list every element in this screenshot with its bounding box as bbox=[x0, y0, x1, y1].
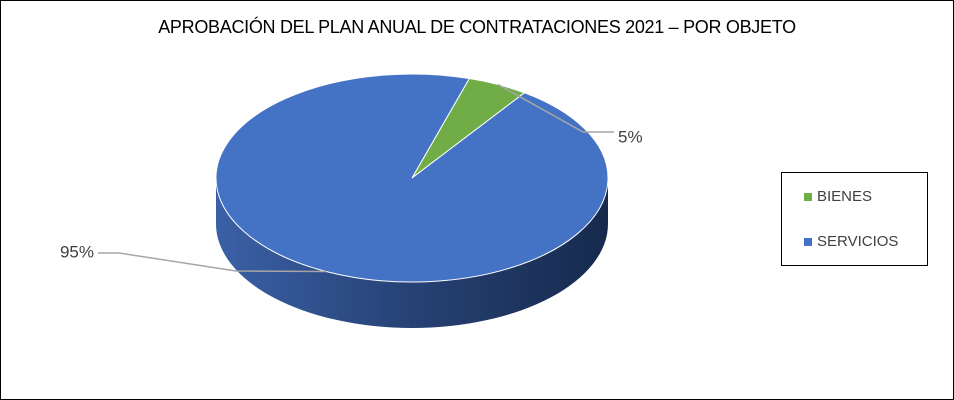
pie-slice-servicios bbox=[215, 73, 609, 283]
pie-side-wall bbox=[216, 178, 608, 328]
legend-item-servicios: SERVICIOS bbox=[804, 233, 898, 250]
legend: BIENES SERVICIOS bbox=[781, 172, 928, 266]
legend-swatch-servicios bbox=[804, 237, 812, 246]
chart-title: APROBACIÓN DEL PLAN ANUAL DE CONTRATACIO… bbox=[158, 17, 796, 37]
data-label-bienes: 5% bbox=[618, 127, 643, 146]
legend-label-bienes: BIENES bbox=[817, 188, 873, 205]
legend-swatch-bienes bbox=[804, 192, 812, 201]
leader-line-servicios bbox=[98, 252, 327, 273]
legend-label-servicios: SERVICIOS bbox=[817, 233, 899, 250]
legend-item-bienes: BIENES bbox=[804, 188, 872, 205]
leader-line-bienes bbox=[497, 83, 614, 133]
data-label-servicios: 95% bbox=[60, 242, 94, 261]
